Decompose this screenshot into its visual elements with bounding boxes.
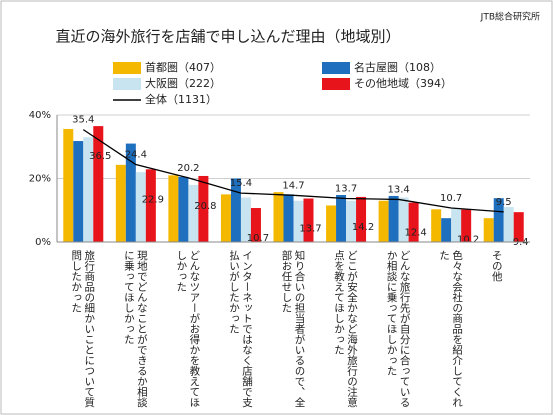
line-value-label: 13.7 [335, 184, 357, 195]
source: JTB総合研究所 [480, 11, 540, 23]
bar [461, 209, 472, 242]
bar-value-label: 14.2 [352, 222, 374, 233]
x-tick-label: その他 [490, 250, 503, 282]
bar [188, 184, 199, 242]
bar [135, 172, 146, 242]
line-value-label: 35.4 [72, 115, 94, 126]
line-value-label: 20.2 [177, 163, 199, 174]
bar [493, 198, 504, 242]
line [82, 129, 504, 213]
bar-value-label: 9.4 [513, 237, 529, 248]
x-tick-label: どんな旅行先が自分に合っているか相談に乗ってほしかった [385, 250, 411, 408]
bar [145, 169, 156, 242]
line-value-label: 9.5 [496, 197, 512, 208]
legend-label: 大阪圏（222） [145, 76, 221, 90]
x-tick-label: 現地でどんなことができるか相談に乗ってほしかった [122, 250, 148, 408]
bar [388, 195, 399, 242]
bar-value-label: 36.5 [89, 151, 111, 162]
bar [83, 137, 94, 242]
bar [115, 164, 126, 242]
x-tick-label: 知り合いの担当者がいるので、全部お任せした [280, 250, 306, 408]
legend-swatch [322, 78, 350, 90]
legend-swatch [113, 78, 141, 90]
bar [63, 128, 74, 242]
bar [398, 197, 409, 242]
x-tick-label: インターネットではなく店舗で支払いがしたかった [227, 250, 253, 408]
bar [378, 200, 389, 242]
x-tick-label: 色々な会社の商品を紹介してくれた [438, 250, 464, 408]
bar [240, 197, 251, 242]
legend-swatch [113, 62, 141, 74]
bar [273, 192, 284, 242]
line-value-label: 14.7 [282, 180, 304, 191]
legend-label: 名古屋圏（108） [354, 60, 441, 74]
bar [483, 218, 494, 242]
legend-label: その他地域（394） [354, 77, 452, 90]
bar [293, 200, 304, 242]
bar [230, 178, 241, 242]
bar-value-label: 13.7 [299, 224, 321, 235]
line-value-label: 24.4 [125, 150, 147, 161]
x-tick-label: どんなツアーがお得かを教えてほしかった [175, 250, 201, 408]
bar [356, 196, 367, 242]
bar [303, 198, 314, 242]
bar-value-label: 22.9 [142, 194, 164, 205]
bar [250, 208, 261, 242]
bar [178, 176, 189, 242]
bar [431, 209, 442, 242]
y-tick-label: 40% [29, 110, 51, 121]
chart-title: 直近の海外旅行を店舗で申し込んだ理由（地域別） [55, 28, 400, 46]
x-tick-label: 旅行商品の細かいことについて質問したかった [70, 250, 96, 408]
bar-value-label: 12.4 [404, 228, 426, 239]
line-value-label: 15.4 [230, 178, 252, 189]
bar [513, 212, 524, 242]
bar-value-label: 10.2 [457, 235, 479, 246]
bar [326, 205, 337, 242]
bar-value-label: 10.7 [247, 233, 269, 244]
line-value-label: 10.7 [440, 193, 462, 204]
x-tick-label: どこが安全かなど海外旅行の注意点を教えてほしかった [333, 250, 359, 408]
bar-value-label: 20.8 [194, 201, 216, 212]
bar [336, 195, 347, 242]
legend-swatch [322, 62, 350, 74]
y-tick-label: 20% [29, 174, 51, 185]
y-tick-label: 0% [35, 237, 51, 248]
legend-label: 首都圏（407） [145, 60, 221, 74]
bar [93, 126, 104, 242]
bar [346, 200, 357, 242]
bar [408, 202, 419, 242]
bar [168, 175, 179, 242]
bar [125, 143, 136, 242]
bar [283, 194, 294, 242]
bar [451, 208, 462, 242]
bar [220, 194, 231, 242]
legend-label: 全体（1131） [145, 92, 217, 106]
bar [198, 175, 209, 242]
bar [441, 218, 452, 242]
bar [503, 207, 514, 242]
bar [73, 141, 84, 242]
line-value-label: 13.4 [387, 184, 409, 195]
